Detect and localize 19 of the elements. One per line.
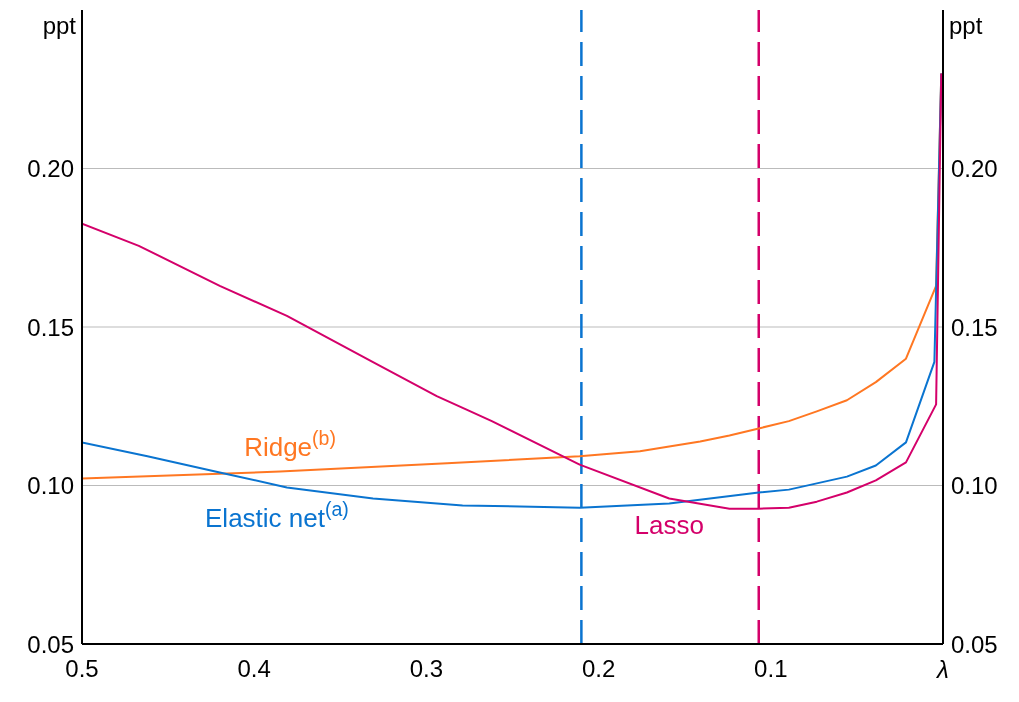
y2-tick-label: 0.15 (951, 313, 998, 341)
y2-tick-label: 0.10 (951, 472, 998, 500)
series-label: Lasso (634, 510, 704, 541)
y-axis-title: ppt (42, 12, 77, 39)
y-tick-label: 0.20 (27, 155, 74, 183)
y2-axis-title: ppt (949, 12, 983, 39)
x-tick-label: 0.3 (409, 655, 444, 683)
y-tick-label: 0.15 (27, 313, 74, 341)
y2-tick-label: 0.20 (951, 155, 998, 183)
series-label: Ridge$^{(b)}$ (244, 426, 336, 462)
x-tick-label: 0.5 (65, 655, 99, 683)
y-tick-label: 0.10 (27, 472, 74, 500)
x-axis-title: λ (935, 656, 949, 683)
y-tick-label: 0.05 (27, 630, 74, 658)
x-tick-label: 0.2 (581, 655, 616, 683)
y2-tick-label: 0.05 (951, 630, 998, 658)
series-label: Elastic net$^{(a)}$ (205, 498, 349, 534)
x-tick-label: 0.1 (754, 655, 788, 683)
x-tick-label: 0.4 (237, 655, 271, 683)
